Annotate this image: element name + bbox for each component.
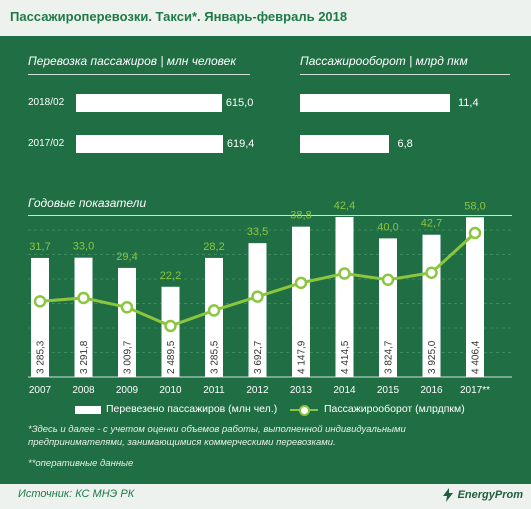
footnote-2: **оперативные данные bbox=[28, 458, 134, 469]
annual-line-point bbox=[77, 291, 90, 305]
summary-right-value: 11,4 bbox=[458, 97, 479, 109]
annual-bar bbox=[379, 238, 397, 377]
annual-bar bbox=[292, 226, 310, 377]
x-tick-label: 2012 bbox=[246, 385, 269, 396]
x-tick-label: 2009 bbox=[116, 385, 139, 396]
header-bar: Пассажироперевозки. Такси*. Январь-февра… bbox=[0, 0, 531, 36]
x-tick-label: 2013 bbox=[290, 385, 313, 396]
x-tick-label: 2010 bbox=[159, 385, 182, 396]
summary-right-value: 6,8 bbox=[397, 138, 413, 150]
legend-bar-swatch bbox=[75, 406, 101, 414]
x-tick-label: 2017** bbox=[460, 385, 490, 396]
annual-bar-label: 4 147,9 bbox=[297, 340, 308, 374]
annual-line-point bbox=[294, 276, 308, 290]
summary-left-value: 619,4 bbox=[226, 138, 255, 150]
source-text: Источник: КС МНЭ РК bbox=[18, 488, 135, 500]
annual-bar-label: 3 692,7 bbox=[253, 340, 264, 374]
annual-line-label: 40,0 bbox=[377, 221, 398, 233]
annual-bar-label: 4 406,4 bbox=[471, 340, 482, 374]
annual-bar bbox=[466, 217, 484, 377]
x-tick-label: 2015 bbox=[377, 385, 400, 396]
annual-bar-label: 3 824,7 bbox=[384, 340, 395, 374]
summary-left-row-label: 2018/02 bbox=[28, 97, 65, 108]
x-tick-label: 2011 bbox=[203, 385, 225, 396]
footer-bar bbox=[0, 484, 531, 509]
annual-line-label: 38,8 bbox=[290, 210, 311, 222]
footnote-1-line-1: *Здесь и далее - с учетом оценки объемов… bbox=[28, 424, 406, 435]
summary-right-bar bbox=[300, 94, 450, 112]
annual-line-point bbox=[468, 226, 482, 240]
summary-left-value: 615,0 bbox=[225, 97, 254, 109]
annual-bar-label: 3 285,3 bbox=[36, 340, 47, 374]
summary-left-bar bbox=[76, 135, 223, 153]
annual-line-point bbox=[120, 301, 134, 314]
annual-bar-label: 4 414,5 bbox=[340, 340, 351, 374]
footnote-1: *Здесь и далее - с учетом оценки объемов… bbox=[28, 423, 406, 449]
summary-left-rule bbox=[28, 74, 250, 75]
annual-title: Годовые показатели bbox=[28, 196, 147, 210]
brand-logo: EnergyProm bbox=[441, 488, 523, 502]
annual-line-point bbox=[33, 295, 47, 308]
x-tick-label: 2014 bbox=[333, 385, 356, 396]
annual-bar bbox=[335, 217, 354, 377]
summary-right-rule bbox=[300, 74, 510, 75]
annual-line-label: 29,4 bbox=[116, 251, 137, 263]
annual-line-label: 28,2 bbox=[203, 241, 224, 253]
x-tick-label: 2008 bbox=[72, 385, 95, 396]
annual-title-rule bbox=[28, 215, 512, 216]
annual-line-point bbox=[251, 290, 264, 303]
annual-line-label: 42,7 bbox=[421, 218, 442, 230]
annual-bar-label: 3 285,5 bbox=[210, 340, 221, 374]
annual-line-label: 22,2 bbox=[160, 270, 181, 282]
brand-bolt-icon bbox=[442, 488, 453, 502]
summary-left-row-label: 2017/02 bbox=[28, 138, 65, 149]
annual-line-point bbox=[164, 319, 177, 333]
annual-bar-label: 3 291,8 bbox=[79, 340, 90, 374]
annual-bar bbox=[118, 267, 136, 377]
page-title: Пассажироперевозки. Такси*. Январь-февра… bbox=[10, 9, 348, 24]
annual-bar bbox=[205, 257, 223, 377]
annual-bar bbox=[31, 257, 49, 377]
annual-line-point bbox=[425, 266, 438, 279]
legend-bar-label: Перевезено пассажиров (млн чел.) bbox=[106, 403, 278, 415]
legend-line-marker bbox=[299, 405, 310, 416]
annual-line-label: 31,7 bbox=[29, 241, 50, 253]
brand-name: EnergyProm bbox=[457, 489, 523, 501]
summary-right-bar bbox=[300, 135, 390, 153]
annual-bar bbox=[74, 257, 93, 377]
annual-bar-label: 2 489,5 bbox=[166, 340, 177, 374]
annual-line-label: 33,0 bbox=[73, 241, 94, 253]
annual-line-label: 58,0 bbox=[464, 200, 485, 212]
annual-line-point bbox=[338, 267, 351, 280]
annual-bar bbox=[248, 243, 267, 377]
annual-line-label: 42,4 bbox=[334, 200, 355, 212]
x-tick-label: 2016 bbox=[420, 385, 443, 396]
annual-bar-label: 3 009,7 bbox=[123, 340, 134, 374]
x-tick-label: 2007 bbox=[29, 385, 52, 396]
annual-line-point bbox=[381, 273, 395, 287]
annual-line-label: 33,5 bbox=[247, 226, 268, 238]
summary-left-title: Перевозка пассажиров | млн человек bbox=[28, 54, 236, 68]
annual-bar-label: 3 925,0 bbox=[427, 340, 438, 374]
legend-line-label: Пассажирооборот (млрдпкм) bbox=[324, 403, 465, 415]
summary-left-bar bbox=[76, 94, 222, 112]
footnote-1-line-2: предпринимателями, занимающимися коммерч… bbox=[28, 437, 336, 448]
annual-line-point bbox=[207, 304, 221, 317]
summary-right-title: Пассажирооборот | млрд пкм bbox=[300, 54, 468, 68]
